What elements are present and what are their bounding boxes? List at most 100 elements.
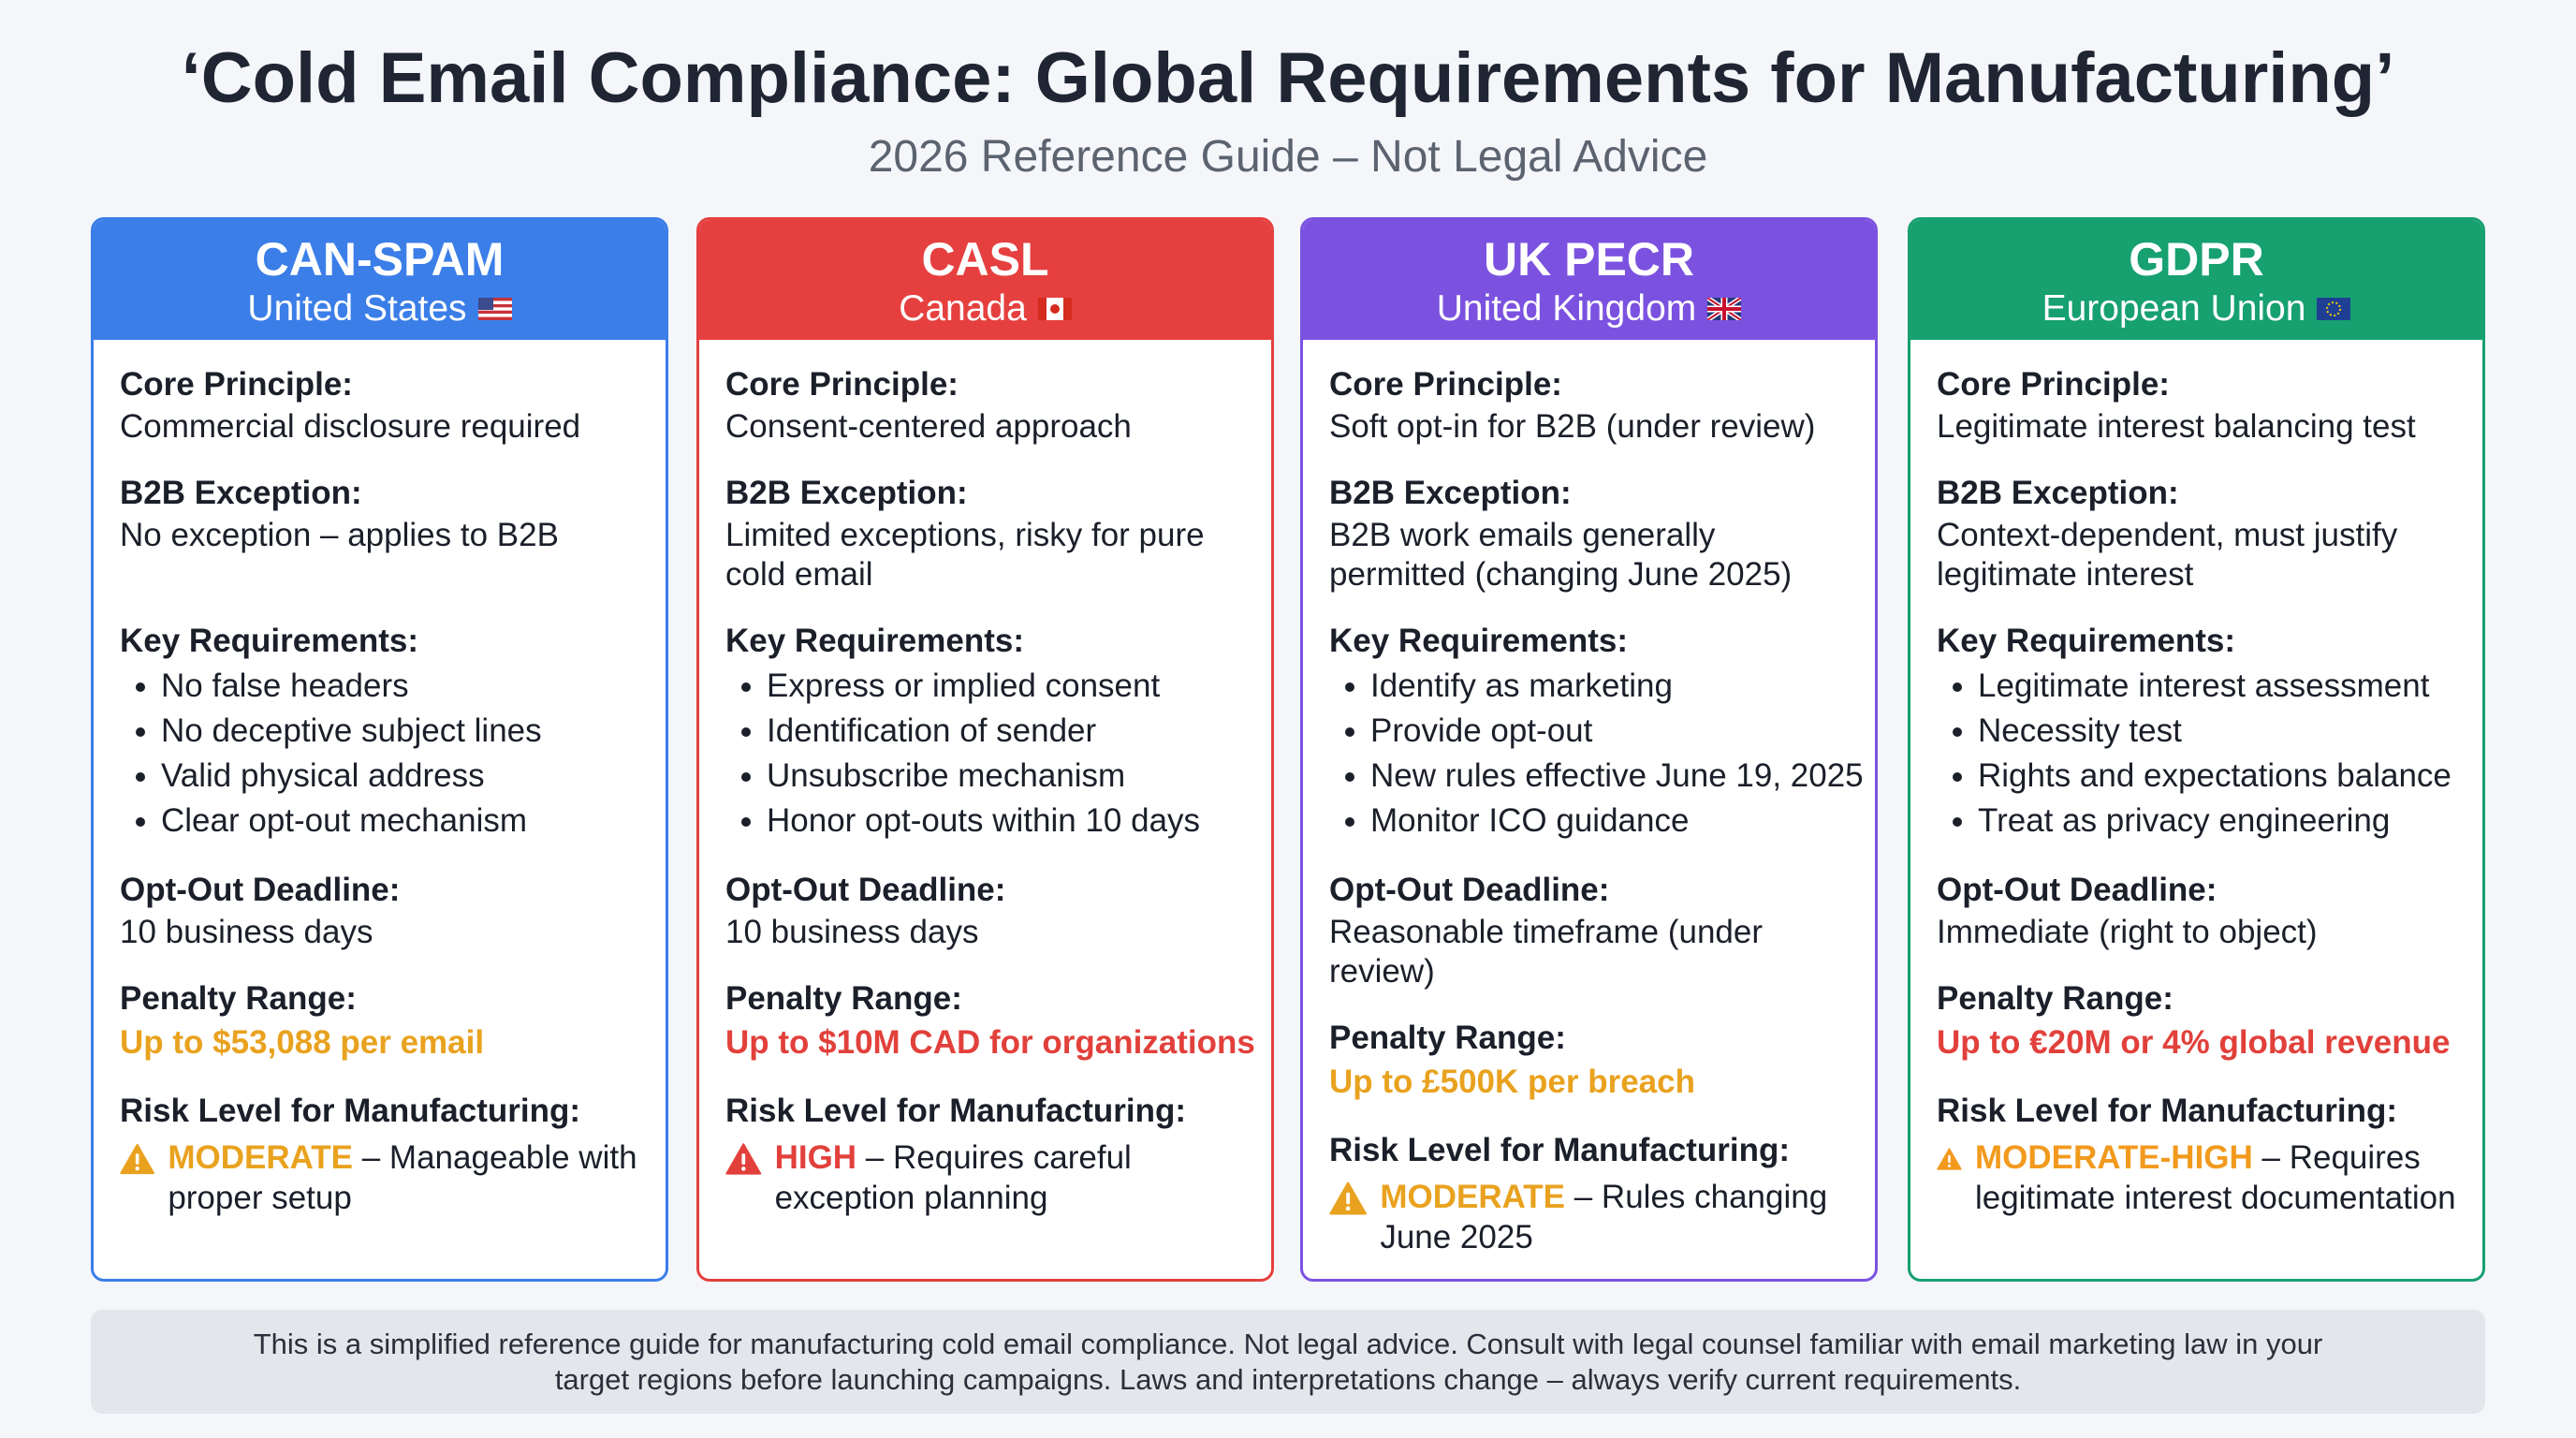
section-text: No exception – applies to B2B — [120, 517, 559, 553]
region-name: Canada — [899, 288, 1027, 329]
section-text: Soft opt-in for B2B (under review) — [1329, 408, 1816, 445]
footer-note: This is a simplified reference guide for… — [91, 1310, 2485, 1414]
section-text: 10 business days — [725, 914, 979, 950]
section: Opt-Out Deadline: 10 business days — [725, 868, 1271, 952]
risk-row: MODERATE – Rules changing June 2025 — [1329, 1177, 1875, 1257]
requirement: No deceptive subject lines — [161, 709, 666, 754]
card-region: Canada — [699, 286, 1271, 332]
section-label: Penalty Range: — [1329, 1020, 1566, 1056]
card: UK PECR United Kingdom Core Principle: Soft… — [1300, 217, 1878, 1282]
section-label: Penalty Range: — [725, 980, 962, 1017]
section-label: Core Principle: — [725, 366, 959, 403]
section: Risk Level for Manufacturing: HIGH – Requ… — [725, 1089, 1271, 1218]
penalty: Up to £500K per breach — [1329, 1064, 1695, 1100]
requirement: New rules effective June 19, 2025 — [1370, 754, 1875, 799]
requirements-list: No false headersNo deceptive subject lin… — [120, 664, 666, 844]
section-text: B2B work emails generally permitted (cha… — [1329, 517, 1793, 593]
section-text: Immediate (right to object) — [1937, 914, 2318, 950]
section-text: Reasonable timeframe (under review) — [1329, 914, 1764, 990]
section-label: Risk Level for Manufacturing: — [1937, 1093, 2398, 1129]
section-label: Opt-Out Deadline: — [1329, 872, 1610, 908]
section: Core Principle: Commercial disclosure req… — [120, 362, 666, 447]
risk-description: – Manageable with proper setup — [168, 1139, 637, 1216]
section-label: B2B Exception: — [120, 475, 362, 511]
section-label: B2B Exception: — [1329, 475, 1572, 511]
card-body: Core Principle: Commercial disclosure req… — [94, 340, 666, 1218]
card-title: GDPR — [2129, 233, 2264, 286]
section: Risk Level for Manufacturing: MODERATE-HI… — [1937, 1089, 2482, 1218]
penalty: Up to €20M or 4% global revenue — [1937, 1024, 2451, 1061]
region-name: United States — [247, 288, 467, 329]
card-header: CAN-SPAM United States — [94, 220, 666, 340]
section: B2B Exception: B2B work emails generally … — [1329, 471, 1875, 594]
card: CAN-SPAM United States Core Principle: Comm… — [91, 217, 668, 1282]
requirement: Unsubscribe mechanism — [767, 754, 1271, 799]
section-label: Core Principle: — [1937, 366, 2170, 403]
requirements-list: Legitimate interest assessmentNecessity … — [1937, 664, 2482, 844]
risk-level: MODERATE — [168, 1139, 353, 1176]
card-header: CASL Canada — [699, 220, 1271, 340]
section-label: Opt-Out Deadline: — [1937, 872, 2217, 908]
risk-level: MODERATE — [1380, 1179, 1565, 1215]
section-text: Legitimate interest balancing test — [1937, 408, 2416, 445]
section-text: Context-dependent, must justify legitima… — [1937, 517, 2398, 593]
requirement: Monitor ICO guidance — [1370, 799, 1875, 844]
card-body: Core Principle: Legitimate interest balan… — [1910, 340, 2482, 1218]
requirement: Provide opt-out — [1370, 709, 1875, 754]
risk-text: MODERATE – Manageable with proper setup — [168, 1137, 666, 1218]
region-name: European Union — [2042, 288, 2306, 329]
card-title: CASL — [921, 233, 1049, 286]
flag-icon — [477, 298, 512, 320]
penalty: Up to $10M CAD for organizations — [725, 1024, 1255, 1061]
section: Penalty Range: Up to $10M CAD for organiz… — [725, 976, 1271, 1064]
risk-row: MODERATE-HIGH – Requires legitimate inte… — [1937, 1137, 2482, 1218]
section: Penalty Range: Up to $53,088 per email — [120, 976, 666, 1064]
section-label: Risk Level for Manufacturing: — [725, 1093, 1187, 1129]
requirement: Legitimate interest assessment — [1978, 664, 2482, 709]
section-label: Risk Level for Manufacturing: — [120, 1093, 581, 1129]
card-region: United States — [94, 286, 666, 332]
card-region: United Kingdom — [1303, 286, 1875, 332]
risk-row: MODERATE – Manageable with proper setup — [120, 1137, 666, 1218]
section: Risk Level for Manufacturing: MODERATE – … — [120, 1089, 666, 1218]
section: Risk Level for Manufacturing: MODERATE – … — [1329, 1128, 1875, 1257]
card-body: Core Principle: Soft opt-in for B2B (unde… — [1303, 340, 1875, 1257]
requirement: Honor opt-outs within 10 days — [767, 799, 1271, 844]
card-title: UK PECR — [1483, 233, 1695, 286]
section: Penalty Range: Up to €20M or 4% global re… — [1937, 976, 2482, 1064]
section-label: B2B Exception: — [1937, 475, 2179, 511]
risk-text: HIGH – Requires careful exception planni… — [775, 1137, 1271, 1218]
requirement: Identification of sender — [767, 709, 1271, 754]
section-text: Consent-centered approach — [725, 408, 1132, 445]
flag-icon — [1707, 298, 1742, 320]
card: CASL Canada Core Principle: Consent-centere… — [696, 217, 1274, 1282]
risk-text: MODERATE-HIGH – Requires legitimate inte… — [1975, 1137, 2482, 1218]
requirement: Treat as privacy engineering — [1978, 799, 2482, 844]
section-label: Penalty Range: — [1937, 980, 2174, 1017]
card: GDPR European Union Core Principle: Legitim… — [1908, 217, 2485, 1282]
flag-icon — [1037, 298, 1072, 320]
card-title: CAN-SPAM — [255, 233, 505, 286]
warning-icon — [1329, 1181, 1367, 1215]
section-label: Opt-Out Deadline: — [120, 872, 401, 908]
risk-level: MODERATE-HIGH — [1974, 1139, 2253, 1176]
card-header: UK PECR United Kingdom — [1303, 220, 1875, 340]
requirements-list: Identify as marketingProvide opt-outNew … — [1329, 664, 1875, 844]
section: Key Requirements: Express or implied cons… — [725, 619, 1271, 844]
section: Key Requirements: Legitimate interest ass… — [1937, 619, 2482, 844]
warning-icon — [1937, 1148, 1962, 1170]
region-name: United Kingdom — [1436, 288, 1697, 329]
section-label: Key Requirements: — [120, 623, 418, 659]
section-label: Key Requirements: — [1329, 623, 1628, 659]
section-label: Opt-Out Deadline: — [725, 872, 1006, 908]
requirement: No false headers — [161, 664, 666, 709]
section-label: Core Principle: — [1329, 366, 1562, 403]
risk-text: MODERATE – Rules changing June 2025 — [1380, 1177, 1875, 1257]
section: B2B Exception: Context-dependent, must ju… — [1937, 471, 2482, 594]
section-text: Limited exceptions, risky for pure cold … — [725, 517, 1205, 593]
requirement: Rights and expectations balance — [1978, 754, 2482, 799]
section-label: Risk Level for Manufacturing: — [1329, 1132, 1791, 1168]
section: Key Requirements: No false headersNo dece… — [120, 619, 666, 844]
section: Core Principle: Legitimate interest balan… — [1937, 362, 2482, 447]
requirement: Valid physical address — [161, 754, 666, 799]
